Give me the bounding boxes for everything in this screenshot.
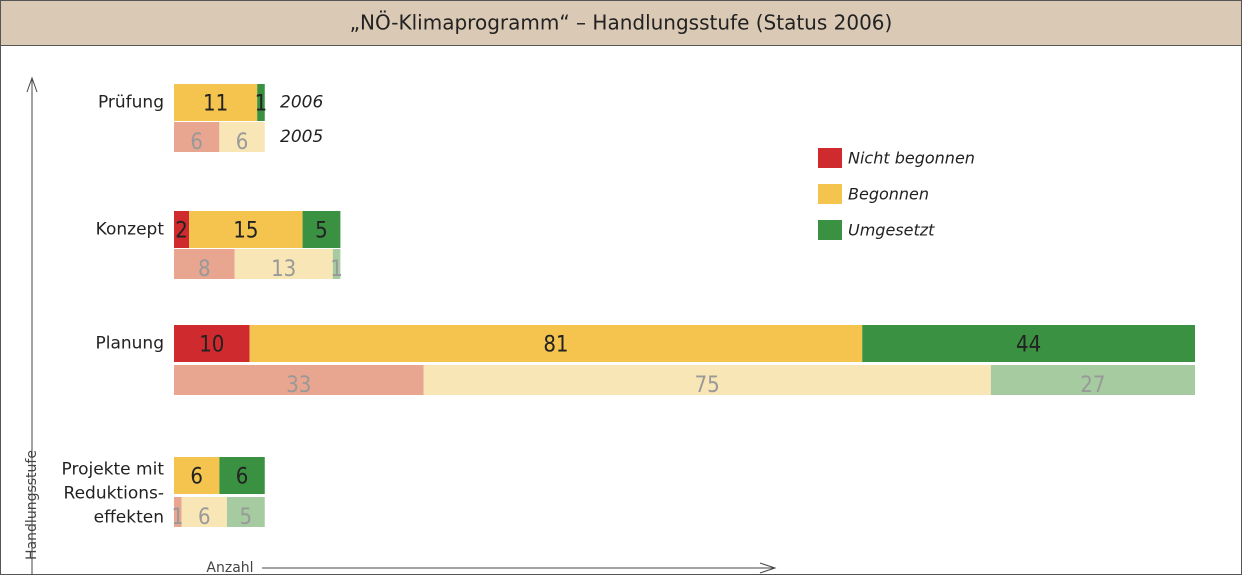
category-label: Prüfung	[98, 93, 164, 113]
bar-segment	[302, 211, 341, 248]
bar-segment	[219, 457, 265, 494]
legend-label: Nicht begonnen	[848, 149, 975, 168]
bar-segment	[174, 84, 258, 121]
bar-segment	[249, 325, 863, 362]
category-label: Planung	[95, 334, 164, 354]
bar-segment	[174, 497, 182, 527]
bar-segment	[174, 249, 235, 279]
y-axis-label: Handlungsstufe	[24, 450, 40, 560]
value-label: 8	[198, 257, 211, 282]
title-bar	[0, 0, 1242, 46]
y-arrow	[26, 76, 38, 93]
legend-label: Umgesetzt	[848, 221, 935, 240]
bar-segment	[219, 122, 265, 152]
bar-segment	[990, 365, 1195, 395]
legend-label: Begonnen	[848, 185, 929, 204]
bar-segment	[189, 211, 303, 248]
bar-segment	[226, 497, 265, 527]
bar-segment	[257, 84, 265, 121]
value-label: 33	[286, 373, 311, 398]
value-label: 75	[695, 373, 720, 398]
value-label: 6	[198, 505, 211, 530]
bar-segment	[234, 249, 333, 279]
value-label: 6	[190, 465, 203, 490]
bar-segment	[181, 497, 227, 527]
value-label: 6	[236, 130, 249, 155]
category-label: Reduktions-	[64, 484, 164, 504]
category-label: Projekte mit	[62, 460, 165, 480]
bar-segment	[423, 365, 991, 395]
legend-swatch	[818, 220, 842, 240]
x-axis-label: Anzahl	[206, 560, 253, 575]
bar-segment	[174, 457, 220, 494]
value-label: 2	[175, 219, 188, 244]
chart-title: „NÖ-Klimaprogramm“ – Handlungsstufe (Sta…	[350, 11, 893, 35]
value-label: 27	[1080, 373, 1105, 398]
bar-segment	[332, 249, 341, 279]
value-label: 1	[255, 92, 268, 117]
value-label: 13	[271, 257, 296, 282]
legend-swatch	[818, 148, 842, 168]
year-label: 2005	[280, 127, 323, 147]
year-label: 2006	[280, 93, 323, 113]
value-label: 81	[543, 333, 568, 358]
bar-segment	[862, 325, 1195, 362]
value-label: 6	[190, 130, 203, 155]
bar-segment	[174, 325, 250, 362]
value-label: 1	[171, 505, 184, 530]
value-label: 6	[236, 465, 249, 490]
value-label: 44	[1016, 333, 1041, 358]
value-label: 11	[203, 92, 228, 117]
x-arrow	[759, 562, 777, 574]
value-label: 5	[315, 219, 328, 244]
value-label: 1	[330, 257, 343, 282]
legend-swatch	[818, 184, 842, 204]
bar-segment	[174, 211, 190, 248]
value-label: 10	[199, 333, 224, 358]
value-label: 15	[233, 219, 258, 244]
bar-segment	[174, 365, 424, 395]
value-label: 5	[240, 505, 253, 530]
bar-segment	[174, 122, 220, 152]
category-label: Konzept	[96, 220, 165, 240]
category-label: effekten	[94, 508, 164, 528]
